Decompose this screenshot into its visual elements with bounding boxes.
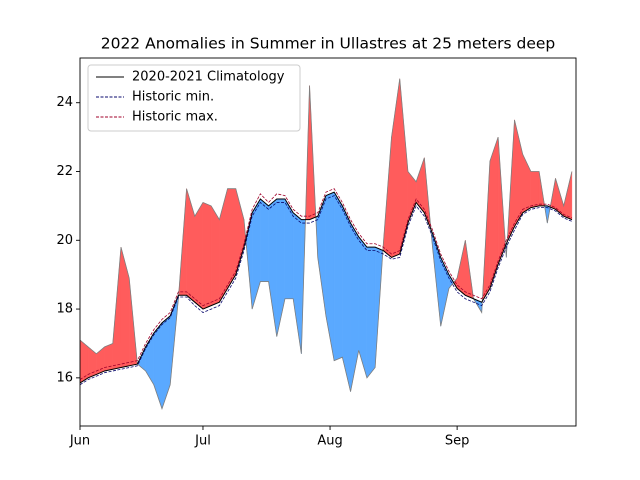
anomaly-fill [284, 198, 294, 299]
plot-marks [80, 78, 573, 411]
y-tick-label: 22 [56, 164, 73, 179]
chart-title: 2022 Anomalies in Summer in Ullastres at… [101, 35, 556, 53]
x-tick-label: Aug [317, 434, 342, 449]
legend-label: Historic max. [132, 110, 218, 125]
x-tick-label: Jul [194, 434, 211, 449]
anomaly-fill [202, 202, 212, 310]
legend-label: Historic min. [132, 90, 214, 105]
legend-label: 2020-2021 Climatology [132, 70, 285, 85]
y-tick-label: 20 [56, 233, 73, 248]
anomaly-fill [194, 201, 204, 310]
observed-edge [80, 78, 573, 411]
anomaly-fill [210, 205, 220, 306]
axes-frame [79, 57, 577, 427]
series-line [80, 191, 573, 384]
series-line [80, 195, 573, 386]
y-tick-label: 18 [56, 302, 73, 317]
anomaly-fill [333, 191, 343, 361]
anomaly-fill [260, 198, 269, 282]
y-tick-label: 24 [56, 95, 73, 110]
anomaly-fill [366, 246, 376, 379]
series-line [80, 188, 573, 380]
anomaly-fill [530, 171, 540, 208]
x-tick-label: Jun [69, 434, 90, 449]
legend-box [87, 64, 301, 132]
x-tick-label: Sep [445, 434, 470, 449]
y-tick-label: 16 [56, 370, 73, 385]
